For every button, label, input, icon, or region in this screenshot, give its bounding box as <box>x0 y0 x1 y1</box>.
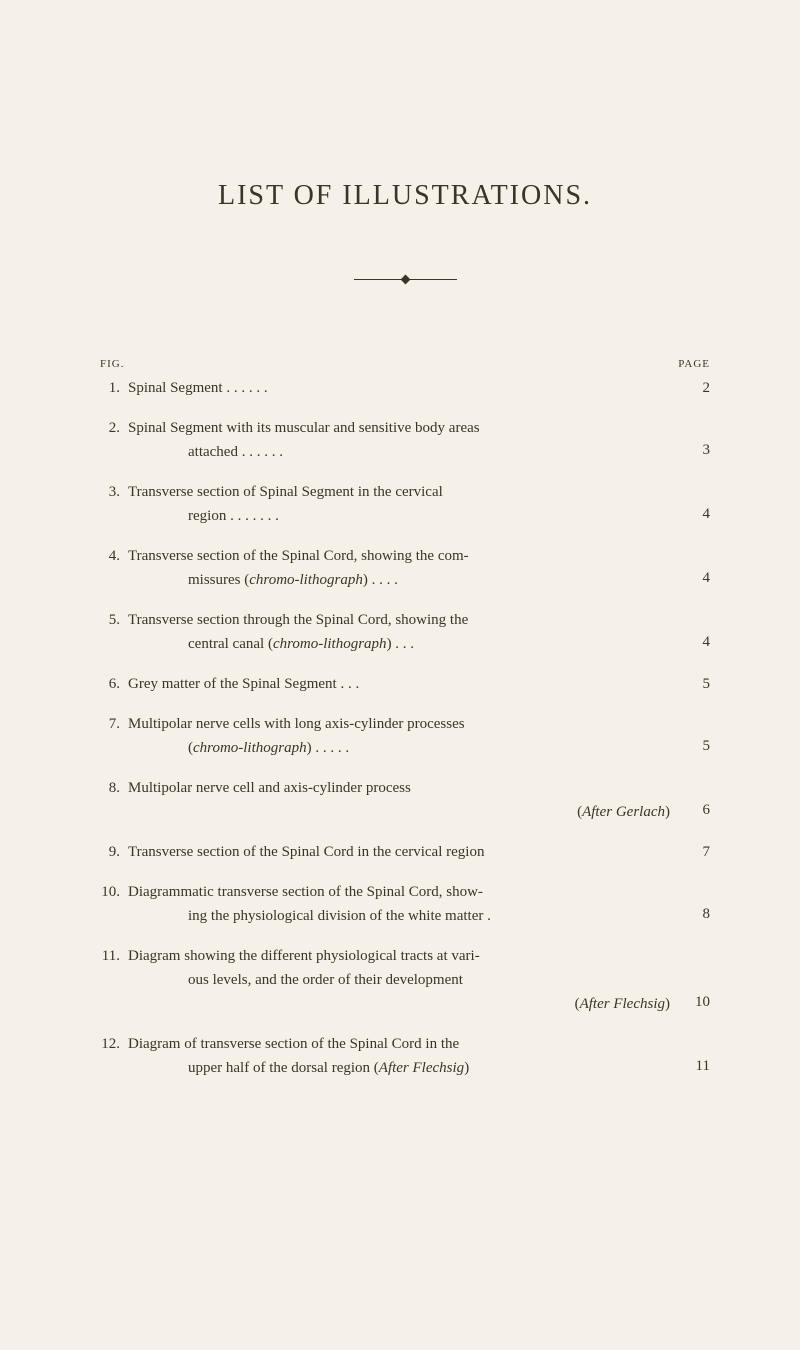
entry-number: 5. <box>100 608 122 632</box>
entry-text: Diagram showing the different physiologi… <box>122 944 680 1016</box>
entry-page-number: 10 <box>680 990 710 1016</box>
entry-text: Diagrammatic transverse section of the S… <box>122 880 680 928</box>
entry-number: 2. <box>100 416 122 440</box>
list-entry: 11. Diagram showing the different physiol… <box>100 944 710 1016</box>
entry-first-line: Diagrammatic transverse section of the S… <box>128 884 483 900</box>
entry-first-line: Spinal Segment . . . . . . <box>128 380 268 396</box>
entry-text: Transverse section of the Spinal Cord, s… <box>122 544 680 592</box>
entry-text: Transverse section of Spinal Segment in … <box>122 480 680 528</box>
entry-continued-line: attached . . . . . . <box>128 440 670 464</box>
entry-number: 9. <box>100 840 122 864</box>
entry-text: Spinal Segment . . . . . . <box>122 376 680 400</box>
entry-page-number: 4 <box>680 566 710 592</box>
entry-number: 6. <box>100 672 122 696</box>
entry-page-number: 5 <box>680 672 710 696</box>
entry-first-line: Transverse section through the Spinal Co… <box>128 612 468 628</box>
entry-text: Transverse section through the Spinal Co… <box>122 608 680 656</box>
entry-page-number: 5 <box>680 734 710 760</box>
entry-continued-line: (chromo-lithograph) . . . . . <box>128 736 670 760</box>
entries-list: 1. Spinal Segment . . . . . . 2 2. Spinal Se… <box>100 376 710 1080</box>
list-entry: 8. Multipolar nerve cell and axis-cylinde… <box>100 776 710 824</box>
entry-continued-line: ing the physiological division of the wh… <box>128 904 670 928</box>
entry-first-line: Spinal Segment with its muscular and sen… <box>128 420 480 436</box>
list-entry: 12. Diagram of transverse section of the … <box>100 1032 710 1080</box>
entry-first-line: Grey matter of the Spinal Segment . . . <box>128 676 359 692</box>
entry-first-line: Multipolar nerve cells with long axis-cy… <box>128 716 465 732</box>
entry-number: 4. <box>100 544 122 568</box>
list-entry: 5. Transverse section through the Spinal … <box>100 608 710 656</box>
entry-page-number: 11 <box>680 1054 710 1080</box>
entry-first-line: Diagram of transverse section of the Spi… <box>128 1036 459 1052</box>
entry-page-number: 6 <box>680 798 710 824</box>
entry-number: 3. <box>100 480 122 504</box>
entry-number: 7. <box>100 712 122 736</box>
entry-first-line: Transverse section of the Spinal Cord, s… <box>128 548 469 564</box>
entry-page-number: 4 <box>680 502 710 528</box>
entry-number: 1. <box>100 376 122 400</box>
entry-text: Transverse section of the Spinal Cord in… <box>122 840 680 864</box>
entry-page-number: 7 <box>680 840 710 864</box>
entry-continued-line: (After Flechsig) <box>128 992 670 1016</box>
section-divider <box>100 272 710 288</box>
entry-text: Multipolar nerve cells with long axis-cy… <box>122 712 680 760</box>
page-title: LIST OF ILLUSTRATIONS. <box>100 180 710 212</box>
entry-continued-line: (After Gerlach) <box>128 800 670 824</box>
list-entry: 6. Grey matter of the Spinal Segment . . … <box>100 672 710 696</box>
entry-page-number: 3 <box>680 438 710 464</box>
entry-number: 12. <box>100 1032 122 1056</box>
entry-continued-line: region . . . . . . . <box>128 504 670 528</box>
entry-number: 8. <box>100 776 122 800</box>
entry-continued-line: missures (chromo-lithograph) . . . . <box>128 568 670 592</box>
header-fig: FIG. <box>100 358 124 370</box>
list-entry: 4. Transverse section of the Spinal Cord,… <box>100 544 710 592</box>
entry-text: Spinal Segment with its muscular and sen… <box>122 416 680 464</box>
entry-first-line: Transverse section of Spinal Segment in … <box>128 484 443 500</box>
entry-page-number: 8 <box>680 902 710 928</box>
entry-first-line: Diagram showing the different physiologi… <box>128 948 480 964</box>
entry-text: Multipolar nerve cell and axis-cylinder … <box>122 776 680 824</box>
entry-continued-line: upper half of the dorsal region (After F… <box>128 1056 670 1080</box>
entry-first-line: Transverse section of the Spinal Cord in… <box>128 844 484 860</box>
entry-first-line: Multipolar nerve cell and axis-cylinder … <box>128 780 411 796</box>
entry-page-number: 2 <box>680 376 710 400</box>
entry-continued-line: central canal (chromo-lithograph) . . . <box>128 632 670 656</box>
entry-continued-line: ous levels, and the order of their devel… <box>128 968 670 992</box>
list-entry: 2. Spinal Segment with its muscular and s… <box>100 416 710 464</box>
list-entry: 3. Transverse section of Spinal Segment i… <box>100 480 710 528</box>
header-page: PAGE <box>678 358 710 370</box>
entry-number: 11. <box>100 944 122 968</box>
list-entry: 10. Diagrammatic transverse section of th… <box>100 880 710 928</box>
entry-text: Diagram of transverse section of the Spi… <box>122 1032 680 1080</box>
list-entry: 1. Spinal Segment . . . . . . 2 <box>100 376 710 400</box>
column-headers: FIG. PAGE <box>100 358 710 370</box>
entry-number: 10. <box>100 880 122 904</box>
list-entry: 9. Transverse section of the Spinal Cord … <box>100 840 710 864</box>
list-entry: 7. Multipolar nerve cells with long axis-… <box>100 712 710 760</box>
entry-page-number: 4 <box>680 630 710 656</box>
entry-text: Grey matter of the Spinal Segment . . . <box>122 672 680 696</box>
